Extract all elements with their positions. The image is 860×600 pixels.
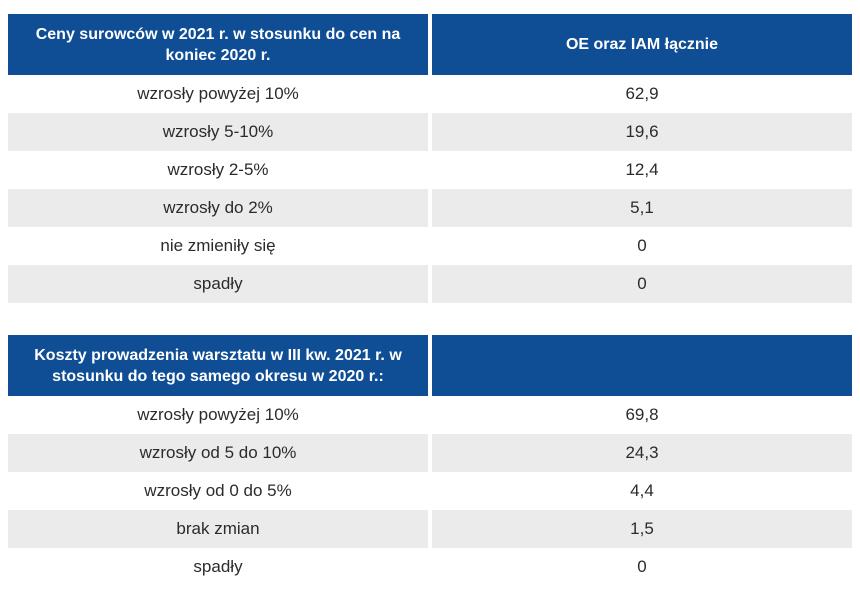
header-cell-value: [432, 335, 852, 396]
row-value: 62,9: [625, 84, 659, 103]
row-value: 4,4: [630, 481, 654, 500]
row-value: 0: [432, 265, 852, 303]
table-row: nie zmieniły się 0: [8, 227, 852, 265]
raw-material-prices-table: Ceny surowców w 2021 r. w stosunku do ce…: [8, 14, 852, 303]
table-header: Koszty prowadzenia warsztatu w III kw. 2…: [8, 335, 852, 396]
row-label: wzrosły do 2%: [8, 189, 428, 227]
row-label: wzrosły powyżej 10%: [137, 405, 299, 424]
column-divider: [428, 151, 432, 189]
table-row: wzrosły 2-5% 12,4: [8, 151, 852, 189]
column-divider: [428, 189, 432, 227]
table-header: Ceny surowców w 2021 r. w stosunku do ce…: [8, 14, 852, 75]
row-value: 24,3: [432, 434, 852, 472]
row-label: nie zmieniły się: [160, 236, 276, 255]
column-divider: [428, 548, 432, 586]
row-value: 5,1: [432, 189, 852, 227]
column-divider: [428, 75, 432, 113]
table-row: wzrosły od 5 do 10% 24,3: [8, 434, 852, 472]
column-divider: [428, 396, 432, 434]
row-label: spadły: [8, 265, 428, 303]
row-label: wzrosły 5-10%: [8, 113, 428, 151]
column-divider: [428, 510, 432, 548]
column-divider: [428, 113, 432, 151]
header-cell-category: Koszty prowadzenia warsztatu w III kw. 2…: [8, 335, 428, 396]
row-label: wzrosły powyżej 10%: [137, 84, 299, 103]
table-row: brak zmian 1,5: [8, 510, 852, 548]
table-row: wzrosły do 2% 5,1: [8, 189, 852, 227]
workshop-costs-table: Koszty prowadzenia warsztatu w III kw. 2…: [8, 335, 852, 586]
row-value: 0: [637, 557, 647, 576]
column-divider: [428, 434, 432, 472]
row-value: 0: [637, 236, 647, 255]
header-cell-value: OE oraz IAM łącznie: [432, 14, 852, 75]
row-label: wzrosły 2-5%: [167, 160, 269, 179]
table-row: wzrosły powyżej 10% 62,9: [8, 75, 852, 113]
row-value: 19,6: [432, 113, 852, 151]
table-row: wzrosły powyżej 10% 69,8: [8, 396, 852, 434]
column-divider: [428, 14, 432, 75]
row-value: 69,8: [625, 405, 659, 424]
row-value: 12,4: [625, 160, 659, 179]
row-label: spadły: [193, 557, 243, 576]
row-value: 1,5: [432, 510, 852, 548]
row-label: wzrosły od 0 do 5%: [144, 481, 292, 500]
table-row: wzrosły od 0 do 5% 4,4: [8, 472, 852, 510]
table-row: spadły 0: [8, 548, 852, 586]
row-label: wzrosły od 5 do 10%: [8, 434, 428, 472]
header-cell-category: Ceny surowców w 2021 r. w stosunku do ce…: [8, 14, 428, 75]
row-label: brak zmian: [8, 510, 428, 548]
column-divider: [428, 265, 432, 303]
table-row: spadły 0: [8, 265, 852, 303]
table-row: wzrosły 5-10% 19,6: [8, 113, 852, 151]
column-divider: [428, 335, 432, 396]
column-divider: [428, 472, 432, 510]
column-divider: [428, 227, 432, 265]
